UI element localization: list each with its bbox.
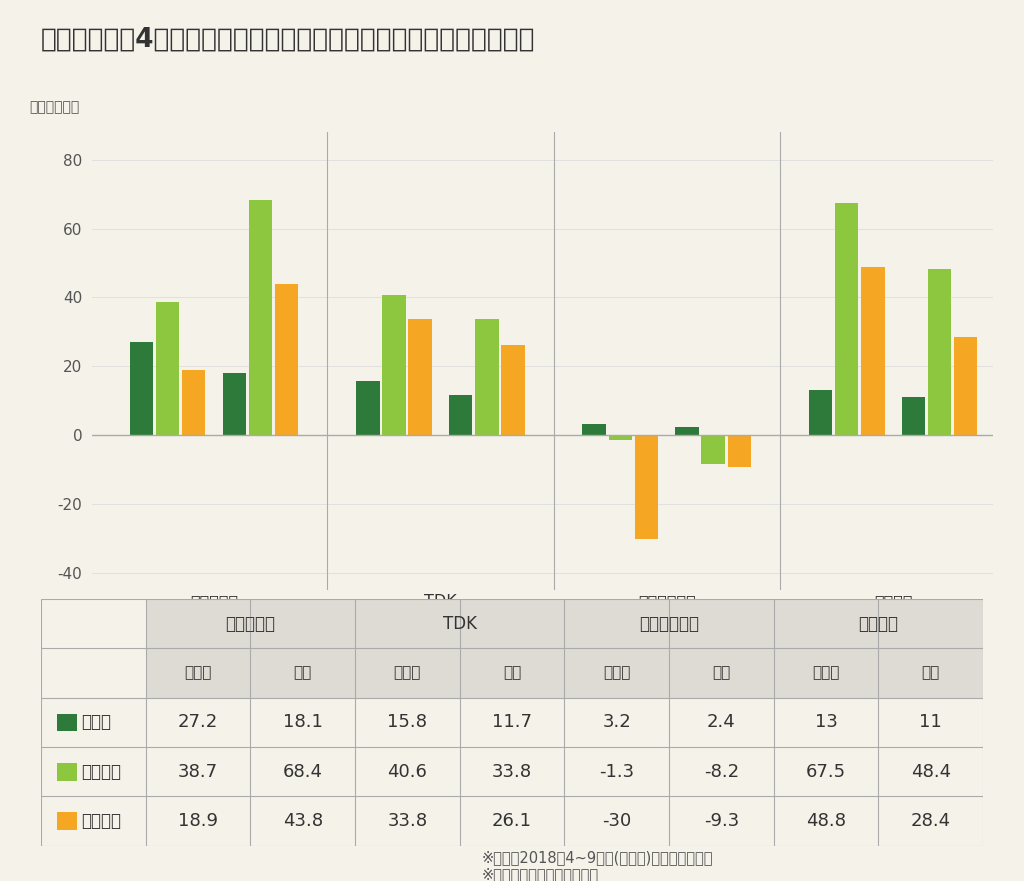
Bar [902,397,926,435]
Text: -8.2: -8.2 [703,763,739,781]
Bar [809,390,833,435]
Text: （単位：％）: （単位：％） [29,100,79,114]
Text: ※通期業績見通しは修正済み: ※通期業績見通しは修正済み [481,867,598,881]
Bar [56,714,78,731]
Text: 11: 11 [920,714,942,731]
Bar [145,599,983,648]
Text: 68.4: 68.4 [283,763,323,781]
Text: 太陽誘電: 太陽誘電 [858,615,898,633]
Bar [222,373,246,435]
Bar [56,812,78,830]
Text: 15.8: 15.8 [387,714,427,731]
Text: 40.6: 40.6 [387,763,427,781]
Bar [928,269,951,435]
Text: 売上高: 売上高 [81,714,112,731]
Bar [41,747,983,796]
Text: アルプス電気: アルプス電気 [638,594,695,609]
Text: -1.3: -1.3 [599,763,634,781]
Text: 33.8: 33.8 [492,763,532,781]
Text: 最終利益: 最終利益 [81,812,121,830]
Bar [56,763,78,781]
Bar [274,285,298,435]
Text: TDK: TDK [442,615,476,633]
Text: 中間期: 中間期 [393,665,421,681]
Bar [501,345,524,435]
Bar [861,267,885,435]
Bar [701,435,725,463]
Text: 48.4: 48.4 [910,763,950,781]
Bar [409,319,432,435]
Text: アルプス電気: アルプス電気 [639,615,699,633]
Text: 太陽誘電: 太陽誘電 [873,594,912,609]
Bar [156,302,179,435]
Text: -30: -30 [602,812,632,830]
Bar [676,427,698,435]
Bar [249,200,272,435]
Bar [475,319,499,435]
Bar [182,370,206,435]
Text: TDK: TDK [424,594,457,609]
Text: 中間期: 中間期 [184,665,212,681]
Text: 43.8: 43.8 [283,812,323,830]
Text: 通期: 通期 [922,665,940,681]
Bar [835,203,858,435]
Text: 2.4: 2.4 [707,714,735,731]
Text: 中間期: 中間期 [812,665,840,681]
Text: 電子部品大手4社の中間期業績、通期業績見通しの前年同期比伸び率: 電子部品大手4社の中間期業績、通期業績見通しの前年同期比伸び率 [41,26,536,53]
Text: 18.1: 18.1 [283,714,323,731]
Text: ※各社の2018年4~9月期(中間期)決算短信による: ※各社の2018年4~9月期(中間期)決算短信による [481,850,713,865]
Text: 村田製作所: 村田製作所 [225,615,275,633]
Text: 営業利益: 営業利益 [81,763,121,781]
Text: 18.9: 18.9 [178,812,218,830]
Text: 28.4: 28.4 [910,812,950,830]
Bar [130,342,154,435]
Text: 11.7: 11.7 [492,714,532,731]
Bar [449,395,472,435]
Text: 通期: 通期 [713,665,730,681]
Text: 67.5: 67.5 [806,763,846,781]
Bar [41,698,983,747]
Bar [635,435,658,538]
Text: 村田製作所: 村田製作所 [190,594,239,609]
Text: 中間期: 中間期 [603,665,631,681]
Text: 48.8: 48.8 [806,812,846,830]
Text: 26.1: 26.1 [492,812,532,830]
Bar [728,435,751,467]
Bar [41,796,983,846]
Text: -9.3: -9.3 [703,812,739,830]
Bar [382,295,406,435]
Text: 通期: 通期 [294,665,311,681]
Bar [356,381,380,435]
Text: 通期: 通期 [503,665,521,681]
Bar [608,435,632,440]
Text: 27.2: 27.2 [178,714,218,731]
Bar [583,425,606,435]
Bar [145,648,983,698]
Text: 38.7: 38.7 [178,763,218,781]
Bar [954,337,978,435]
Text: 13: 13 [814,714,838,731]
Text: 3.2: 3.2 [602,714,631,731]
Text: 33.8: 33.8 [387,812,427,830]
